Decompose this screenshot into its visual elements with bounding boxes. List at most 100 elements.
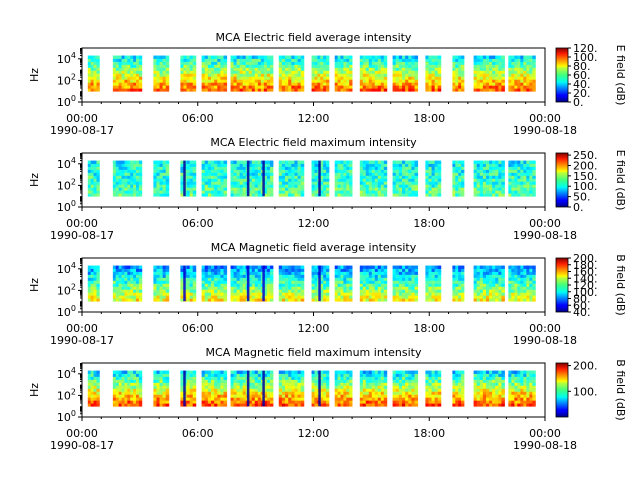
spectrogram-cell [458, 55, 462, 59]
spectrogram-cell [476, 172, 481, 176]
spectrogram-cell [156, 67, 160, 71]
spectrogram-cell [314, 187, 318, 191]
spectrogram-cell [437, 160, 442, 164]
spectrogram-cell [452, 298, 456, 302]
spectrogram-cell [207, 76, 212, 80]
spectrogram-cell [180, 88, 184, 92]
spectrogram-cell [340, 175, 344, 179]
spectrogram-cell [281, 82, 286, 86]
spectrogram-cell [156, 64, 160, 68]
spectrogram-cell [346, 64, 350, 68]
spectrogram-cell [156, 280, 160, 284]
spectrogram-cell [297, 85, 302, 89]
spectrogram-cell [405, 163, 409, 167]
spectrogram-cell [281, 76, 286, 80]
spectrogram-cell [162, 289, 167, 293]
spectrogram-cell [245, 55, 250, 59]
spectrogram-cell [334, 193, 339, 197]
spectrogram-cell [473, 283, 478, 287]
spectrogram-cell [236, 73, 241, 77]
spectrogram-cell [87, 187, 92, 191]
spectrogram-cell [529, 298, 533, 302]
spectrogram-cell [127, 181, 131, 185]
spectrogram-cell [362, 166, 367, 170]
y-tick-label: 104 [57, 51, 76, 66]
spectrogram-cell [529, 178, 533, 182]
spectrogram-cell [288, 379, 292, 383]
spectrogram-cell [458, 283, 462, 287]
spectrogram-cell [251, 73, 256, 77]
spectrogram-cell [297, 58, 302, 62]
spectrogram-cell [297, 181, 302, 185]
spectrogram-cell [428, 85, 432, 89]
spectrogram-cell [180, 283, 184, 287]
spectrogram-cell [398, 58, 403, 62]
spectrogram-cell [257, 73, 262, 77]
spectrogram-cell [269, 292, 274, 296]
spectrogram-cell [408, 283, 412, 287]
spectrogram-cell [414, 64, 419, 68]
spectrogram-cell [254, 397, 259, 401]
spectrogram-cell [133, 55, 137, 59]
spectrogram-cell [153, 73, 157, 77]
spectrogram-cell [159, 175, 164, 179]
spectrogram-cell [217, 79, 221, 83]
spectrogram-cell [220, 67, 224, 71]
spectrogram-cell [337, 73, 341, 77]
spectrogram-cell [514, 280, 518, 284]
spectrogram-cell [263, 64, 268, 68]
spectrogram-cell [115, 370, 120, 374]
spectrogram-cell [278, 64, 283, 68]
spectrogram-cell [115, 193, 120, 197]
spectrogram-cell [115, 67, 120, 71]
spectrogram-cell [127, 88, 131, 92]
spectrogram-cell [377, 265, 382, 269]
spectrogram-cell [320, 85, 324, 89]
spectrogram-cell [278, 187, 283, 191]
spectrogram-cell [87, 385, 92, 389]
spectrogram-cell [458, 160, 462, 164]
spectrogram-cell [133, 61, 137, 65]
spectrogram-cell [377, 190, 382, 194]
spectrogram-cell [90, 166, 94, 170]
y-tick-label: 100 [57, 304, 76, 319]
spectrogram-cell [343, 190, 347, 194]
spectrogram-cell [133, 268, 137, 272]
spectrogram-cell [377, 280, 382, 284]
spectrogram-cell [115, 61, 120, 65]
spectrogram-cell [317, 73, 321, 77]
spectrogram-cell [159, 265, 164, 269]
spectrogram-cell [476, 190, 481, 194]
spectrogram-cell [288, 391, 292, 395]
spectrogram-cell [186, 175, 191, 179]
spectrogram-cell [162, 292, 167, 296]
spectrogram-cell [498, 166, 502, 170]
spectrogram-cell [156, 73, 160, 77]
spectrogram-cell [489, 61, 493, 65]
spectrogram-cell [211, 379, 215, 383]
spectrogram-cell [326, 82, 330, 86]
spectrogram-cell [254, 193, 259, 197]
spectrogram-cell [136, 277, 140, 281]
spectrogram-cell [311, 166, 315, 170]
spectrogram-cell [124, 370, 128, 374]
spectrogram-cell [520, 268, 524, 272]
spectrogram-cell [138, 403, 143, 407]
spectrogram-cell [204, 373, 209, 377]
spectrogram-cell [479, 73, 484, 77]
spectrogram-cell [314, 295, 318, 299]
spectrogram-cell [511, 82, 515, 86]
spectrogram-cell [414, 265, 419, 269]
spectrogram-cell [201, 172, 206, 176]
spectrogram-cell [343, 286, 347, 290]
spectrogram-cell [371, 283, 376, 287]
spectrogram-cell [320, 64, 324, 68]
spectrogram-cell [153, 376, 157, 380]
spectrogram-cell [498, 58, 502, 62]
spectrogram-cell [159, 73, 164, 77]
spectrogram-cell [254, 163, 259, 167]
spectrogram-cell [414, 289, 419, 293]
spectrogram-cell [207, 187, 212, 191]
spectrogram-cell [343, 274, 347, 278]
spectrogram-cell [346, 280, 350, 284]
